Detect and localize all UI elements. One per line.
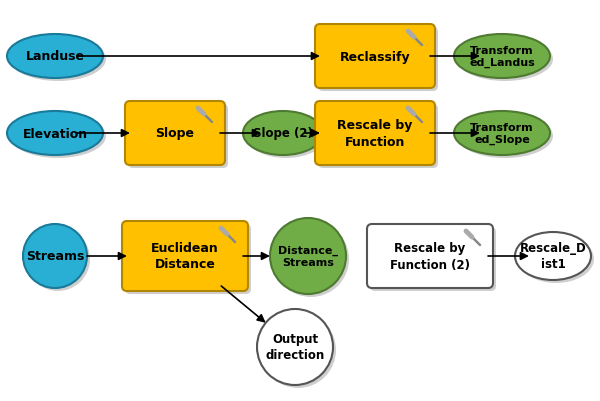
Text: Transform
ed_Landus: Transform ed_Landus	[469, 46, 535, 68]
Text: Distance_
Streams: Distance_ Streams	[278, 245, 338, 267]
FancyBboxPatch shape	[370, 227, 496, 291]
FancyBboxPatch shape	[318, 105, 438, 168]
FancyBboxPatch shape	[122, 221, 248, 291]
FancyBboxPatch shape	[128, 105, 228, 168]
Text: Landuse: Landuse	[26, 51, 85, 63]
Ellipse shape	[457, 115, 553, 159]
FancyBboxPatch shape	[125, 225, 251, 294]
Text: Output
direction: Output direction	[265, 333, 325, 362]
Text: Streams: Streams	[26, 250, 84, 263]
Text: Rescale by
Function (2): Rescale by Function (2)	[390, 242, 470, 271]
Ellipse shape	[515, 233, 591, 280]
FancyBboxPatch shape	[315, 25, 435, 89]
Ellipse shape	[23, 225, 87, 288]
Ellipse shape	[260, 312, 336, 388]
Text: Elevation: Elevation	[22, 127, 88, 140]
Ellipse shape	[457, 38, 553, 82]
Ellipse shape	[7, 112, 103, 156]
Ellipse shape	[454, 35, 550, 79]
Ellipse shape	[26, 227, 90, 291]
Ellipse shape	[7, 35, 103, 79]
Text: Rescale_D
ist1: Rescale_D ist1	[520, 242, 586, 271]
FancyBboxPatch shape	[367, 225, 493, 288]
Text: Transform
ed_Slope: Transform ed_Slope	[470, 122, 534, 145]
Ellipse shape	[257, 309, 333, 385]
Ellipse shape	[454, 112, 550, 156]
Ellipse shape	[10, 38, 106, 82]
Text: Euclidean
Distance: Euclidean Distance	[151, 242, 219, 271]
Text: Slope (2): Slope (2)	[253, 127, 313, 140]
FancyBboxPatch shape	[318, 28, 438, 92]
Ellipse shape	[270, 219, 346, 294]
Ellipse shape	[518, 235, 594, 283]
Text: Rescale by
Function: Rescale by Function	[337, 119, 413, 148]
Text: Reclassify: Reclassify	[340, 51, 410, 63]
Ellipse shape	[246, 115, 326, 159]
Text: Slope: Slope	[155, 127, 194, 140]
Ellipse shape	[273, 221, 349, 297]
FancyBboxPatch shape	[315, 102, 435, 166]
Ellipse shape	[243, 112, 323, 156]
Ellipse shape	[10, 115, 106, 159]
FancyBboxPatch shape	[125, 102, 225, 166]
